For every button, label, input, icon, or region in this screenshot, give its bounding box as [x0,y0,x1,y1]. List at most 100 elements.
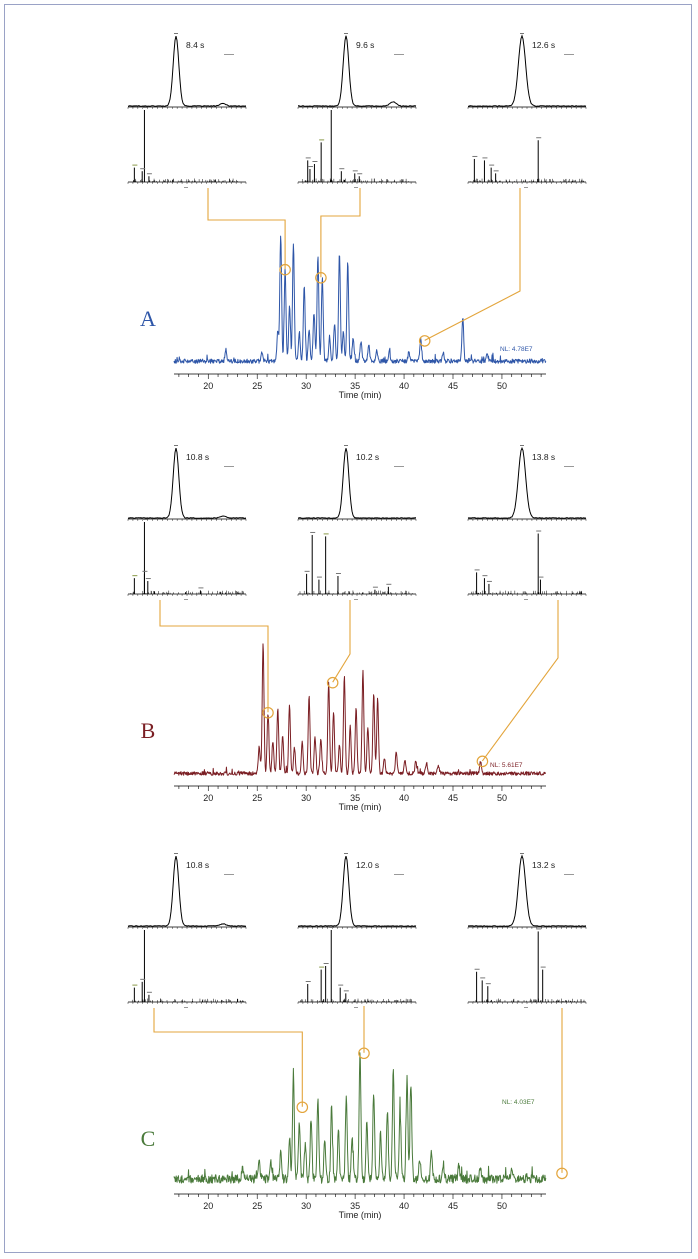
peak-width-label: 8.4 s [186,40,204,50]
xic-scan-label [224,466,234,467]
xic-apex-label [174,445,178,446]
ms-axis-label [524,1007,528,1008]
x-tick-label: 20 [203,793,213,803]
xic-scan-label [394,874,404,875]
peak-width-label: 13.8 s [532,452,555,462]
x-tick-label: 45 [448,1201,458,1211]
x-tick-label: 25 [252,1201,262,1211]
peak-width-label: 13.2 s [532,860,555,870]
ms-peak-label [132,164,138,166]
xic-trace [127,855,247,927]
xic-apex-label [520,853,524,854]
ms-axis-label [354,1007,358,1008]
xic-scan-label [394,54,404,55]
x-tick-label: 30 [301,793,311,803]
chromatogram-trace [173,1052,547,1184]
ms-peak-label [338,984,344,986]
ms-peak-label [140,168,146,170]
ms-peak-label [339,168,345,170]
ms-peak-label [538,576,544,578]
ms-peak-label [145,578,151,580]
xic-apex-label [174,853,178,854]
peak-marker-circle [315,271,327,284]
x-tick-label: 25 [252,793,262,803]
xic-apex-label [174,33,178,34]
connector-line [153,1008,303,1107]
peak-marker-circle [358,1047,370,1060]
connectors [159,600,559,768]
peak-width-label: 10.8 s [186,860,209,870]
x-axis-label: Time (min) [339,1210,382,1220]
connector-line [207,188,286,270]
xic-trace [298,35,417,107]
x-tick-label: 35 [350,793,360,803]
xic-scan-label [224,54,234,55]
xic-apex-label [520,445,524,446]
x-tick-label: 40 [399,793,409,803]
x-axis-label: Time (min) [339,802,382,812]
peak-marker-circle [279,263,291,276]
inset-1: 10.8 s [127,445,247,600]
x-tick-label: 35 [350,1201,360,1211]
xic-scan-label [564,466,574,467]
ms-peak-label [372,586,378,588]
xic-scan-label [564,874,574,875]
ms-peak-label [310,531,316,533]
chromatogram: 20 25 30 35 40 45 50 Time (min) [173,1052,547,1220]
ms-axis-label [184,599,188,600]
x-tick-label: 20 [203,1201,213,1211]
inset-2: 9.6 s [297,33,417,188]
xic-trace [127,35,247,107]
ms-axis-label [184,1007,188,1008]
ms-peak-label [142,927,148,928]
ms-peak-label [319,139,325,141]
xic-trace [297,448,416,519]
inset-1: 10.8 s [127,853,247,1008]
normalization-label: NL: 4.03E7 [502,1099,535,1106]
panel-a: 8.4 s 9.6 s 12.6 s 20 25 30 35 40 45 50 Time (min)… [127,33,587,400]
chromatogram: 20 25 30 35 40 45 50 Time (min) [173,643,546,812]
ms-peak-label [482,575,488,577]
panel-c: 10.8 s 12.0 s 13.2 s 20 25 30 35 40 45 50 Time (mi… [127,853,587,1220]
xic-apex-label [344,33,348,34]
xic-trace [467,34,587,107]
xic-apex-label [520,33,524,34]
ms-peak-label [146,991,152,993]
ms-axis-label [524,599,528,600]
peak-marker-circle [476,755,489,768]
inset-3: 13.8 s [467,445,587,600]
peak-width-label: 10.2 s [356,452,379,462]
ms-peak-label [323,533,329,535]
ms-peak-label [536,530,542,532]
xic-scan-label [564,54,574,55]
xic-trace [467,446,587,519]
ms-peak-label [474,569,480,571]
inset-2: 10.2 s [297,445,417,600]
ms-peak-label [329,927,335,928]
ms-peak-label [146,173,152,175]
connector-line [332,600,351,683]
ms-peak-label [132,575,138,577]
connector-line [320,188,361,278]
x-tick-label: 35 [350,381,360,391]
ms-peak-label [335,573,341,574]
connectors [153,1006,568,1180]
x-tick-label: 50 [497,381,507,391]
ms-peak-label [305,157,311,159]
ms-peak-label [329,107,335,108]
peak-width-label: 10.8 s [186,452,209,462]
ms-peak-label [316,576,322,578]
xic-trace [127,447,247,519]
ms-peak-label [304,570,310,572]
panel-label: A [140,306,156,331]
x-tick-label: 25 [252,381,262,391]
peak-marker-circle [418,335,431,347]
inset-1: 8.4 s [127,33,247,188]
ms-peak-label [305,981,311,982]
x-tick-label: 40 [399,1201,409,1211]
ms-peak-label [198,587,204,589]
ms-peak-label [536,137,542,139]
peak-marker-circle [262,706,274,719]
